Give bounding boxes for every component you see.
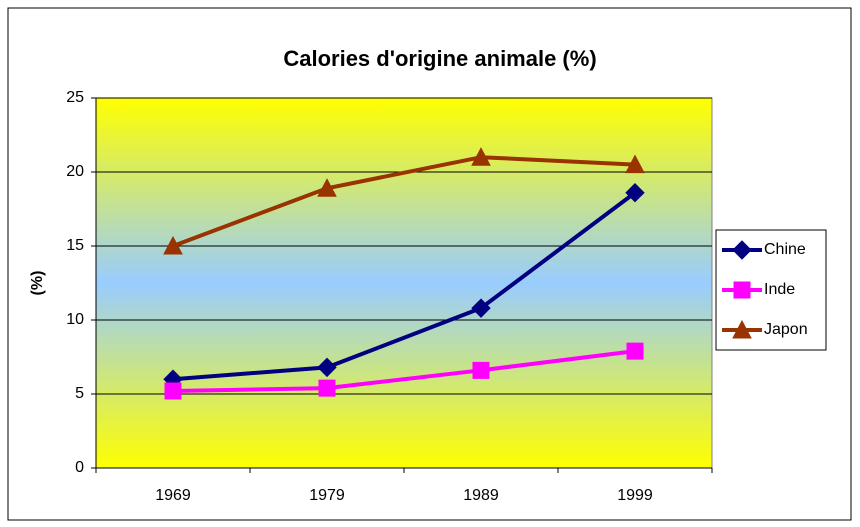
marker [472, 361, 490, 379]
series-line [172, 349, 636, 394]
marker [317, 178, 337, 197]
y-tick-label: 15 [66, 237, 84, 254]
legend-label: Inde [764, 281, 795, 298]
y-tick-label: 5 [75, 385, 84, 402]
legend-marker [732, 319, 752, 339]
marker [163, 235, 183, 255]
marker [625, 154, 645, 174]
y-axis-label: (%) [29, 271, 46, 296]
marker [471, 147, 491, 166]
x-tick-label: 1979 [309, 487, 345, 504]
chart-title: Calories d'origine animale (%) [283, 46, 596, 71]
marker [625, 183, 645, 203]
x-tick-label: 1989 [463, 487, 499, 504]
y-tick-label: 10 [66, 311, 84, 328]
legend-label: Japon [764, 321, 808, 338]
plot-area [95, 97, 713, 469]
y-tick-label: 20 [66, 163, 84, 180]
marker [318, 379, 336, 397]
legend-marker [733, 281, 751, 299]
legend-label: Chine [764, 241, 806, 258]
marker [317, 357, 337, 378]
marker [164, 382, 182, 400]
marker [471, 298, 491, 318]
x-tick-label: 1999 [617, 487, 653, 504]
series-line [172, 191, 637, 382]
legend-marker [732, 240, 752, 260]
marker [626, 342, 644, 360]
y-tick-label: 25 [66, 89, 84, 106]
series-line [172, 155, 636, 248]
y-tick-label: 0 [75, 459, 84, 476]
x-tick-label: 1969 [155, 487, 191, 504]
